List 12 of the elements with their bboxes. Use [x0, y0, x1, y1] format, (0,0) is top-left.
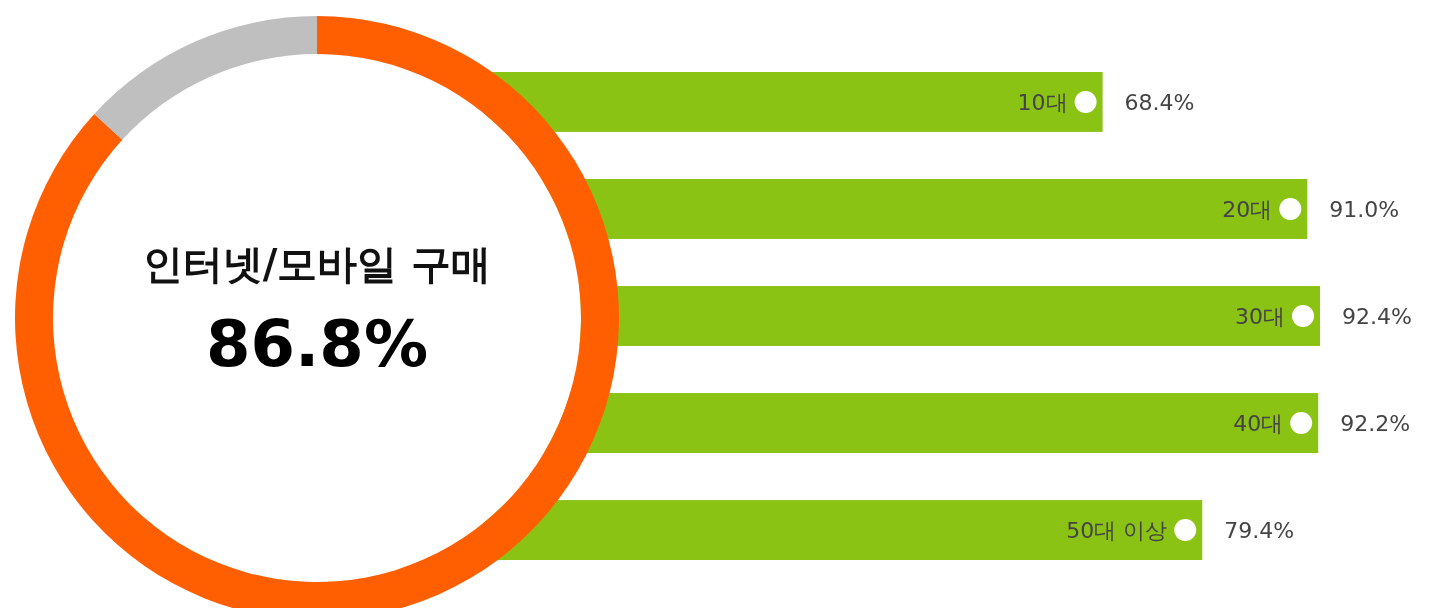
data-label: 92.2% — [1340, 410, 1411, 436]
y-tick-label: 30대 — [1235, 303, 1285, 329]
y-tick-label: 50대 이상 — [1066, 517, 1168, 543]
data-label: 68.4% — [1124, 89, 1195, 115]
y-tick-label: 20대 — [1222, 196, 1273, 222]
data-label: 91.0% — [1329, 196, 1400, 222]
data-label: 92.4% — [1342, 303, 1412, 329]
data-label: 79.4% — [1224, 517, 1295, 543]
y-tick-label: 40대 — [1233, 410, 1284, 436]
y-tick-label: 10대 — [1017, 89, 1068, 115]
text: 인터넷/모바일 구매 — [142, 241, 492, 287]
data-label: 86.8% — [205, 307, 429, 381]
